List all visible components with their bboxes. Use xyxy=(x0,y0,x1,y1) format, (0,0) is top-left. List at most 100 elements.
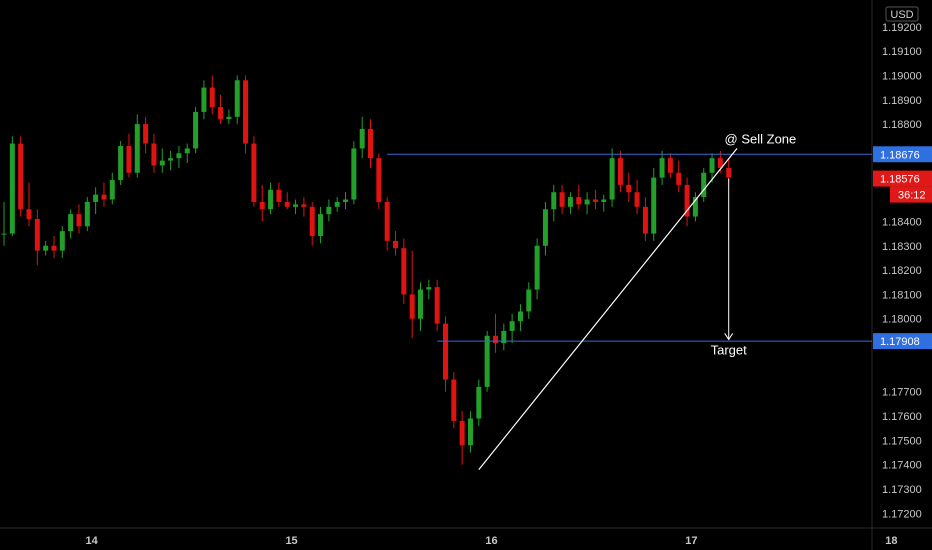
candle xyxy=(118,141,124,185)
candle xyxy=(159,148,165,173)
price-tick-label: 1.18900 xyxy=(882,95,922,107)
price-tick-label: 1.18200 xyxy=(882,265,922,277)
candle xyxy=(609,148,615,207)
candle xyxy=(709,153,715,183)
candle xyxy=(84,197,90,232)
candle-body xyxy=(151,143,157,166)
candle-body xyxy=(51,245,57,251)
candle-body xyxy=(626,184,632,193)
price-axis[interactable]: 1.19200 1.19100 1.19000 1.18900 1.18800 1.184… xyxy=(873,6,932,520)
candle-body xyxy=(401,248,407,295)
candle xyxy=(651,167,657,241)
candle-body xyxy=(709,158,715,173)
candle xyxy=(309,201,315,246)
candle xyxy=(676,160,682,193)
candle xyxy=(384,197,390,251)
candle-body xyxy=(442,323,448,380)
candle xyxy=(209,75,215,115)
support-price-badge-bg xyxy=(873,333,932,350)
candle xyxy=(343,192,349,210)
candle-body xyxy=(559,192,565,207)
time-tick-label: 14 xyxy=(86,535,99,547)
sell-zone-label: @ Sell Zone xyxy=(725,131,797,146)
price-tick-label: 1.18100 xyxy=(882,289,922,301)
candle xyxy=(426,279,432,300)
candle-body xyxy=(551,192,557,210)
candle xyxy=(1,201,7,246)
currency-box xyxy=(885,6,919,22)
target-arrow-head xyxy=(724,333,734,341)
candle-body xyxy=(351,148,357,200)
candle-body xyxy=(484,335,490,387)
trendline xyxy=(478,148,738,470)
candle-body xyxy=(93,194,99,202)
candle-body xyxy=(426,287,432,290)
candle-body xyxy=(309,206,315,237)
candle xyxy=(176,145,182,168)
candle-body xyxy=(168,158,174,161)
candle-body xyxy=(467,418,473,446)
time-tick-label: 17 xyxy=(685,535,697,547)
candle xyxy=(76,204,82,234)
time-tick-label: 15 xyxy=(285,535,297,547)
candle-body xyxy=(576,197,582,205)
candles-layer xyxy=(1,75,732,465)
candle-body xyxy=(651,177,657,234)
candle xyxy=(376,153,382,210)
candle xyxy=(276,182,282,207)
candle-body xyxy=(251,143,257,202)
candle-body xyxy=(376,158,382,202)
candle xyxy=(409,250,415,339)
candle xyxy=(359,116,365,159)
price-tick-label: 1.18800 xyxy=(882,119,922,131)
candle-body xyxy=(101,194,107,200)
candle-body xyxy=(418,289,423,319)
candle-body xyxy=(209,87,215,108)
candle-body xyxy=(534,245,540,290)
current-price-badge-bg xyxy=(873,170,932,187)
candle xyxy=(168,150,174,171)
candle-body xyxy=(384,201,390,241)
candle-body xyxy=(43,245,49,251)
price-tick-label: 1.18300 xyxy=(882,241,922,253)
candle xyxy=(459,411,465,465)
candle-body xyxy=(59,231,65,251)
price-tick-label: 1.18000 xyxy=(882,314,922,326)
candle-body xyxy=(293,204,299,207)
candle xyxy=(301,197,307,217)
candle-body xyxy=(451,379,457,421)
candle-body xyxy=(301,204,307,207)
candle-body xyxy=(118,145,124,181)
candle xyxy=(418,282,423,331)
candle-body xyxy=(284,201,290,207)
candle xyxy=(43,240,49,256)
candle xyxy=(542,201,548,256)
candle xyxy=(492,313,498,353)
candle xyxy=(226,109,232,125)
time-tick-label: 16 xyxy=(485,535,497,547)
candle-body xyxy=(18,143,24,210)
annotations-layer: @ Sell Zone Target xyxy=(387,131,872,470)
candle xyxy=(476,379,482,426)
candle-body xyxy=(634,192,640,207)
time-axis[interactable]: 14151617182122 xyxy=(86,535,932,547)
time-tick-label: 18 xyxy=(885,535,897,547)
candle-body xyxy=(326,206,332,215)
price-tick-label: 1.17200 xyxy=(882,508,922,520)
price-tick-label: 1.17400 xyxy=(882,460,922,472)
support-price-badge: 1.17908 xyxy=(880,336,920,348)
candle-body xyxy=(601,199,607,202)
candle-body xyxy=(226,116,232,120)
candle xyxy=(667,153,673,178)
candle-body xyxy=(34,218,40,251)
candle xyxy=(259,184,265,222)
current-price-badge: 1.18576 xyxy=(880,174,920,186)
price-tick-label: 1.19000 xyxy=(882,70,922,82)
candle xyxy=(134,114,140,178)
candle xyxy=(626,172,632,202)
candle-body xyxy=(184,148,190,154)
candle xyxy=(9,136,15,237)
candle xyxy=(284,192,290,210)
